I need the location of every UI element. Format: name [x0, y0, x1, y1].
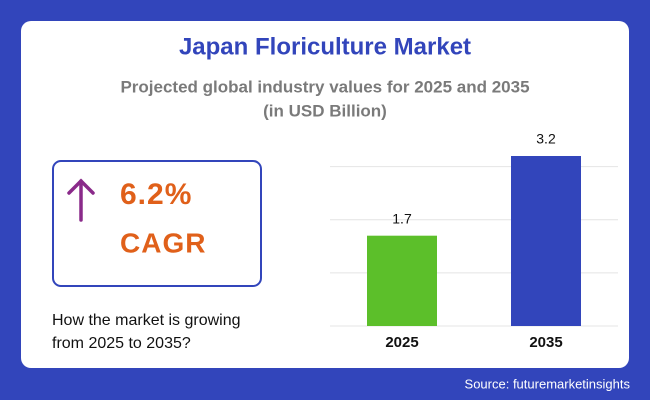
x-tick-label: 2035 [529, 334, 562, 351]
value-label: 3.2 [536, 131, 556, 147]
bar [511, 156, 581, 326]
x-tick-label: 2025 [385, 334, 418, 351]
card [21, 21, 629, 368]
up-arrow [67, 178, 95, 222]
bar [367, 235, 437, 326]
question: How the market is growing [52, 312, 241, 329]
cagr-box [52, 160, 262, 287]
question: from 2025 to 2035? [52, 335, 191, 352]
cagr-label: CAGR [120, 227, 206, 258]
subtitle: (in USD Billion) [263, 101, 387, 120]
cagr-value: 6.2% [120, 178, 192, 211]
value-label: 1.7 [392, 210, 412, 226]
source: Source: futuremarketinsights [465, 376, 631, 391]
chart-title: Japan Floriculture Market [179, 33, 471, 60]
subtitle: Projected global industry values for 202… [120, 77, 529, 96]
